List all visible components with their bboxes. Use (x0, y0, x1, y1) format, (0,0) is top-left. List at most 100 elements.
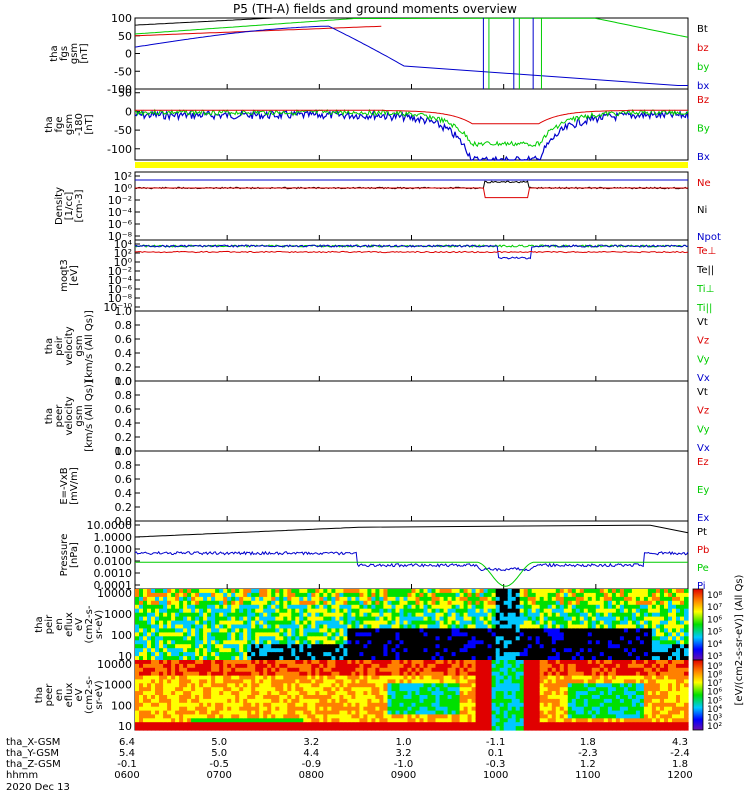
spectrogram-cell (371, 652, 376, 657)
spectrogram-cell (343, 640, 348, 645)
spectrogram-cell (483, 702, 489, 708)
spectrogram-cell (523, 644, 529, 649)
spectrogram-cell (359, 600, 364, 606)
spectrogram-cell (672, 652, 677, 657)
spectrogram-cell (403, 663, 409, 669)
spectrogram-cell (159, 726, 164, 731)
spectrogram-cell (227, 660, 232, 665)
spectrogram-cell (399, 702, 405, 708)
spectrogram-cell (471, 683, 477, 688)
spectrogram-cell (355, 612, 360, 618)
spectrogram-cell (199, 656, 204, 661)
spectrogram-cell (155, 687, 160, 692)
spectrogram-cell (619, 671, 625, 677)
spectrogram-cell (315, 667, 320, 673)
spectrogram-cell (471, 679, 477, 684)
spectrogram-cell (143, 702, 148, 708)
spectrogram-cell (219, 675, 224, 681)
spectrogram-cell (471, 702, 477, 708)
spectrogram-cell (539, 691, 545, 696)
spectrogram-cell (527, 616, 533, 622)
spectrogram-cell (263, 624, 268, 629)
spectrogram-cell (303, 718, 308, 723)
spectrogram-cell (235, 718, 240, 723)
series-pressure-Pi (134, 550, 689, 572)
spectrogram-cell (447, 589, 453, 594)
spectrogram-cell (423, 640, 429, 645)
spectrogram-cell (195, 660, 200, 665)
spectrogram-cell (579, 698, 585, 704)
spectrogram-cell (467, 691, 473, 696)
spectrogram-cell (287, 624, 292, 629)
spectrogram-cell (575, 656, 581, 661)
spectrogram-cell (207, 648, 212, 653)
spectrogram-cell (279, 612, 284, 618)
spectrogram-cell (567, 640, 573, 645)
spectrogram-cell (167, 667, 172, 673)
spectrogram-cell (215, 691, 220, 696)
spectrogram-cell (339, 687, 344, 692)
spectrogram-cell (599, 667, 605, 673)
spectrogram-cell (543, 592, 549, 598)
spectrogram-cell (355, 589, 360, 594)
spectrogram-cell (431, 663, 437, 669)
ytick-label-efield: 0.0 (115, 515, 133, 528)
spectrogram-cell (419, 596, 425, 602)
spectrogram-cell (595, 624, 601, 629)
spectrogram-cell (319, 644, 324, 649)
spectrogram-cell (375, 671, 380, 677)
spectrogram-cell (435, 596, 441, 602)
spectrogram-cell (487, 628, 493, 633)
spectrogram-cell (191, 698, 196, 704)
spectrogram-cell (203, 722, 208, 727)
spectrogram-cell (459, 722, 465, 727)
spectrogram-cell (207, 663, 212, 669)
spectrogram-cell (587, 675, 593, 681)
spectrogram-cell (331, 726, 336, 731)
spectrogram-cell (311, 632, 316, 637)
spectrogram-cell (459, 726, 465, 731)
spectrogram-cell (263, 596, 268, 602)
spectrogram-cell (383, 632, 388, 637)
spectrogram-cell (379, 683, 384, 688)
spectrogram-cell (419, 718, 425, 723)
spectrogram-cell (603, 589, 609, 594)
spectrogram-cell (479, 656, 485, 661)
spectrogram-cell (283, 683, 288, 688)
spectrogram-cell (267, 683, 272, 688)
spectrogram-cell (415, 628, 421, 633)
spectrogram-cell (163, 687, 168, 692)
spectrogram-cell (407, 660, 413, 665)
spectrogram-cell (339, 656, 344, 661)
spectrogram-cell (487, 616, 493, 622)
spectrogram-cell (535, 612, 541, 618)
spectrogram-cell (187, 671, 192, 677)
spectrogram-cell (583, 608, 589, 614)
spectrogram-cell (215, 706, 220, 712)
spectrogram-cell (231, 679, 236, 684)
spectrogram-cell (443, 667, 449, 673)
spectrogram-cell (359, 706, 364, 712)
spectrogram-cell (255, 726, 260, 731)
spectrogram-cell (487, 671, 493, 677)
spectrogram-cell (351, 714, 356, 719)
spectrogram-cell (668, 624, 673, 629)
spectrogram-cell (351, 660, 356, 665)
spectrogram-cell (375, 648, 380, 653)
spectrogram-cell (135, 722, 140, 727)
spectrogram-cell (175, 600, 180, 606)
spectrogram-cell (643, 592, 649, 598)
spectrogram-cell (291, 589, 296, 594)
spectrogram-cell (243, 726, 248, 731)
spectrogram-cell (227, 608, 232, 614)
spectrogram-cell (479, 620, 485, 626)
spectrogram-cell (459, 608, 465, 614)
spectrogram-cell (423, 706, 429, 712)
spectrogram-cell (267, 679, 272, 684)
spectrogram-cell (423, 656, 429, 661)
spectrogram-cell (563, 612, 569, 618)
spectrogram-cell (359, 660, 364, 665)
spectrogram-cell (155, 600, 160, 606)
spectrogram-cell (427, 612, 433, 618)
spectrogram-cell (263, 620, 268, 626)
